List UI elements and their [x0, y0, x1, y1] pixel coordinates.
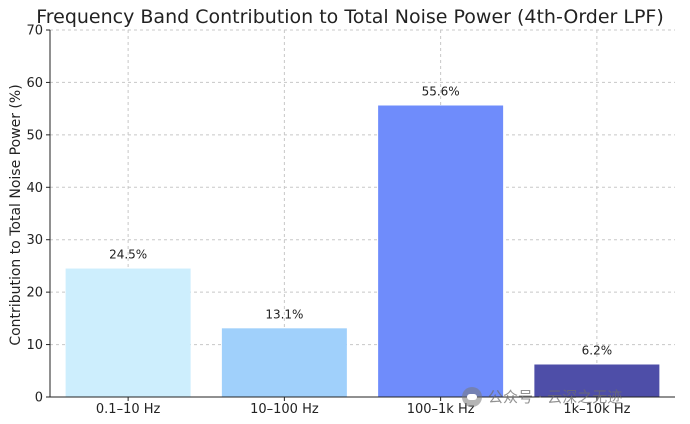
- bar: [221, 328, 347, 397]
- y-tick-label: 60: [26, 76, 43, 91]
- bar-layer: [65, 105, 660, 398]
- data-label: 55.6%: [422, 84, 460, 98]
- wechat-icon: [462, 386, 482, 407]
- label-layer: 0 10 20 30 40 50 60 70 0.1–10 Hz 24.5% 10–100 Hz 13…: [26, 24, 630, 418]
- x-tick-label: 0.1–10 Hz: [96, 402, 161, 417]
- chart-title: Frequency Band Contribution to Total Noi…: [36, 6, 664, 28]
- y-axis-label: Contribution to Total Noise Power (%): [8, 84, 24, 345]
- x-tick-label: 1k–10k Hz: [563, 402, 630, 417]
- data-label: 24.5%: [109, 248, 147, 262]
- y-tick-label: 10: [26, 338, 43, 353]
- y-tick-label: 40: [26, 181, 43, 196]
- bar: [534, 364, 660, 397]
- bar: [65, 268, 191, 397]
- y-tick-label: 0: [35, 391, 43, 406]
- y-tick-label: 30: [26, 233, 43, 248]
- y-tick-label: 20: [26, 286, 43, 301]
- axis-layer: [46, 29, 675, 401]
- y-tick-label: 50: [26, 128, 43, 143]
- watermark-text: 公众号 · 云深之无迹: [488, 388, 623, 406]
- data-label: 6.2%: [582, 343, 613, 357]
- watermark: 公众号 · 云深之无迹: [462, 386, 622, 407]
- bar: [378, 105, 504, 398]
- x-tick-label: 10–100 Hz: [250, 402, 319, 417]
- y-tick-label: 70: [26, 24, 43, 39]
- x-tick-label: 100–1k Hz: [407, 402, 475, 417]
- data-label: 13.1%: [265, 307, 303, 321]
